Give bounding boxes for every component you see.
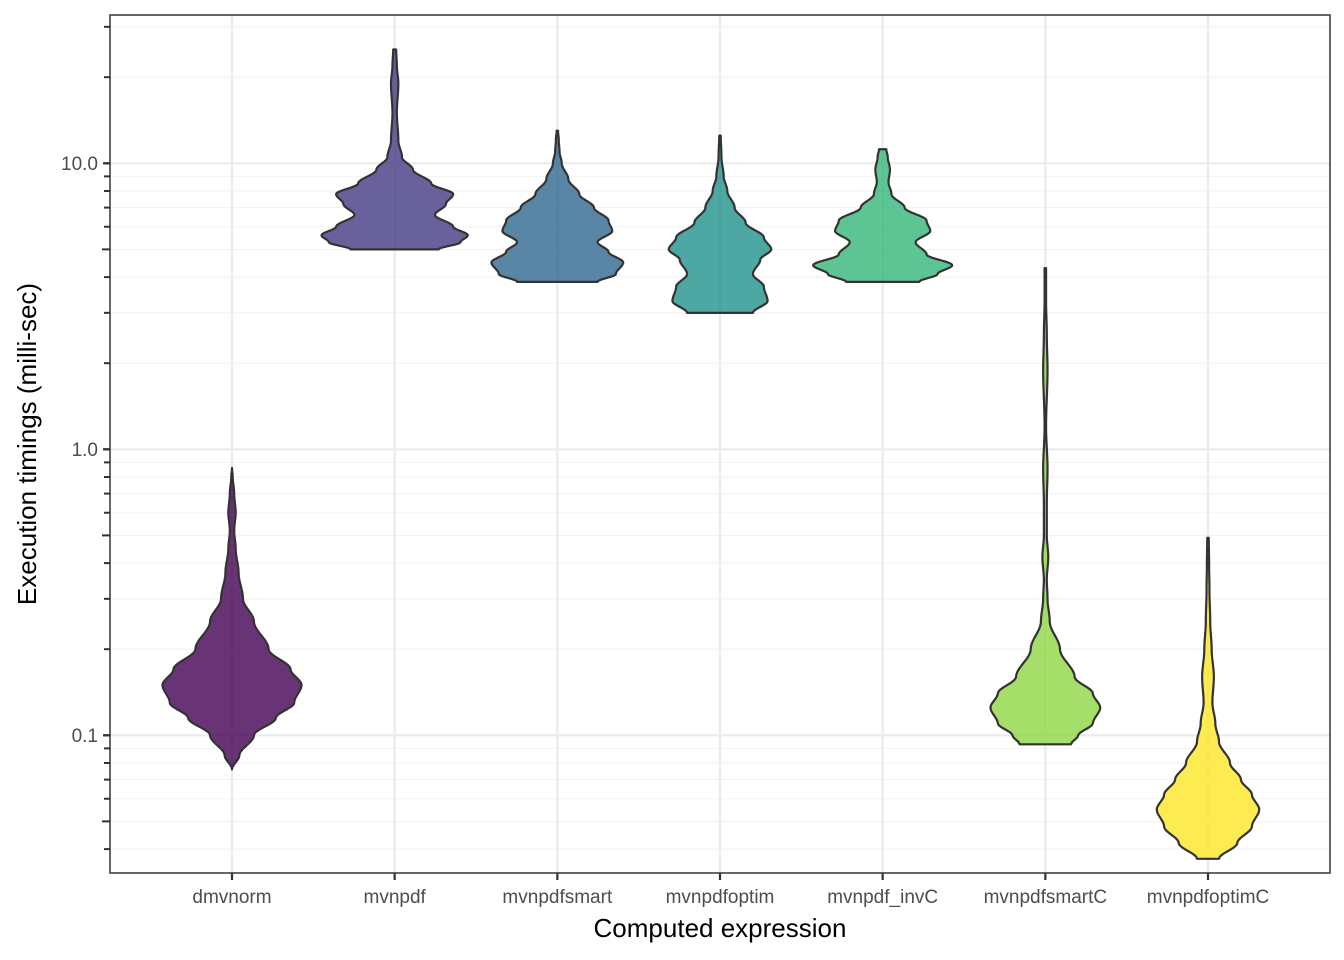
x-axis-title: Computed expression xyxy=(594,913,847,943)
x-tick-label: mvnpdf_invC xyxy=(827,887,938,908)
y-axis-title: Execution timings (milli-sec) xyxy=(12,283,42,605)
x-axis: dmvnorm mvnpdf mvnpdfsmart mvnpdfoptim mvnpd… xyxy=(192,873,1269,908)
y-tick-label: 1.0 xyxy=(72,440,98,461)
violins xyxy=(161,48,1261,860)
x-tick-label: mvnpdfoptimC xyxy=(1147,887,1270,908)
y-axis: 0.1 1.0 10.0 xyxy=(61,25,110,851)
violin-mvnpdfsmart xyxy=(490,129,625,283)
x-tick-label: dmvnorm xyxy=(192,887,271,908)
violin-mvnpdfsmartC xyxy=(989,267,1102,746)
violin-mvnpdfoptimC xyxy=(1155,536,1261,860)
violin-dmvnorm xyxy=(161,466,303,771)
x-tick-label: mvnpdfsmart xyxy=(502,887,613,908)
x-tick-label: mvnpdf xyxy=(364,887,427,908)
violin-mvnpdf xyxy=(320,48,469,251)
y-tick-label: 10.0 xyxy=(61,154,98,175)
x-tick-label: mvnpdfoptim xyxy=(666,887,775,908)
violin-mvnpdfoptim xyxy=(667,134,773,314)
y-tick-label: 0.1 xyxy=(72,726,98,747)
violin-mvnpdf_invC xyxy=(812,148,954,283)
x-tick-label: mvnpdfsmartC xyxy=(984,887,1108,908)
